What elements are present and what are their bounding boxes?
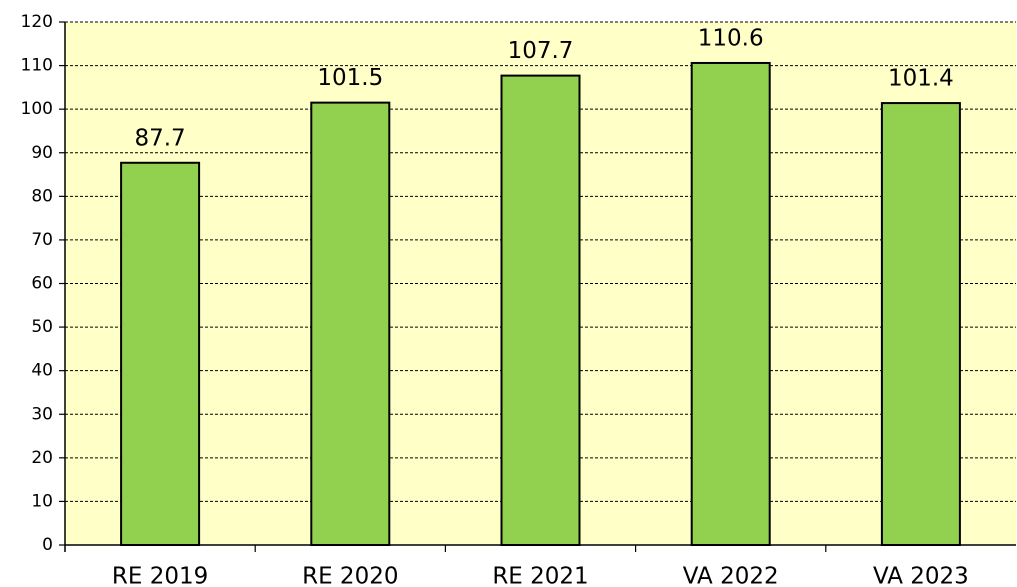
y-tick-label: 100 [21, 99, 53, 119]
y-tick-label: 0 [42, 535, 53, 555]
x-tick-label: VA 2023 [873, 564, 969, 587]
value-label: 87.7 [134, 125, 185, 151]
y-tick-label: 60 [31, 274, 53, 294]
bar [500, 74, 581, 546]
bar [310, 101, 391, 546]
value-label: 101.4 [888, 66, 954, 92]
y-tick-label: 120 [21, 12, 53, 32]
y-tick-label: 10 [31, 491, 53, 511]
x-tick-label: VA 2022 [683, 564, 779, 587]
x-tick-label: RE 2019 [112, 564, 208, 587]
bar [690, 61, 771, 547]
y-tick-label: 20 [31, 448, 53, 468]
y-tick-label: 40 [31, 361, 53, 381]
y-tick-label: 70 [31, 230, 53, 250]
y-tick-label: 30 [31, 404, 53, 424]
y-tick-label: 50 [31, 317, 53, 337]
bar [120, 161, 201, 546]
y-tick-label: 110 [21, 56, 53, 76]
y-tick-label: 80 [31, 186, 53, 206]
value-label: 110.6 [698, 25, 764, 51]
x-tick-label: RE 2021 [492, 564, 588, 587]
value-label: 101.5 [317, 65, 383, 91]
x-tick-label: RE 2020 [302, 564, 398, 587]
bar [880, 102, 961, 546]
y-tick-label: 90 [31, 143, 53, 163]
value-label: 107.7 [508, 38, 574, 64]
